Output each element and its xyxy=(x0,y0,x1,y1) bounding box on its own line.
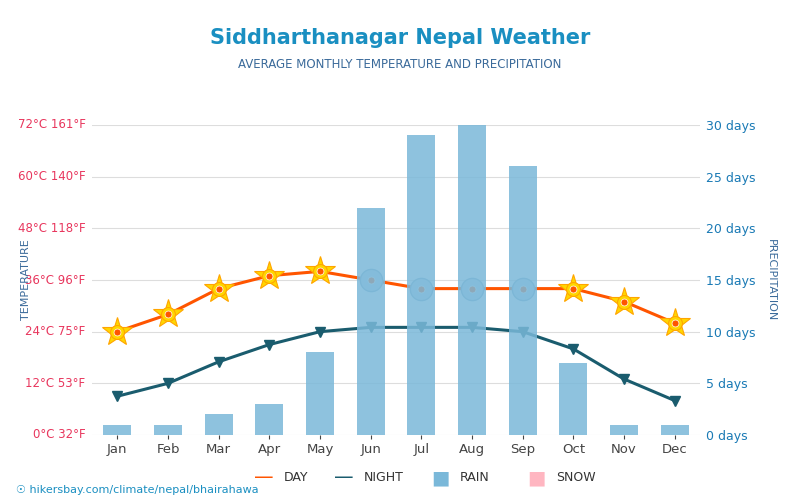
Text: DAY: DAY xyxy=(284,471,309,484)
Text: ■: ■ xyxy=(527,468,545,487)
Bar xyxy=(255,404,283,435)
Bar xyxy=(407,136,435,435)
Text: PRECIPITATION: PRECIPITATION xyxy=(766,239,775,321)
Bar xyxy=(357,208,385,435)
Text: —: — xyxy=(334,468,354,487)
Text: 36°C 96°F: 36°C 96°F xyxy=(26,274,86,286)
Bar xyxy=(559,362,587,435)
Text: 60°C 140°F: 60°C 140°F xyxy=(18,170,86,183)
Text: 0°C 32°F: 0°C 32°F xyxy=(33,428,86,442)
Text: TEMPERATURE: TEMPERATURE xyxy=(22,240,31,320)
Text: —: — xyxy=(254,468,274,487)
Text: 24°C 75°F: 24°C 75°F xyxy=(26,325,86,338)
Bar xyxy=(610,424,638,435)
Bar xyxy=(661,424,689,435)
Text: 48°C 118°F: 48°C 118°F xyxy=(18,222,86,235)
Text: ■: ■ xyxy=(431,468,449,487)
Text: RAIN: RAIN xyxy=(460,471,490,484)
Bar xyxy=(205,414,233,435)
Bar xyxy=(509,166,537,435)
Bar xyxy=(154,424,182,435)
Text: 72°C 161°F: 72°C 161°F xyxy=(18,118,86,132)
Text: NIGHT: NIGHT xyxy=(364,471,404,484)
Text: 12°C 53°F: 12°C 53°F xyxy=(26,377,86,390)
Text: SNOW: SNOW xyxy=(556,471,596,484)
Text: Siddharthanagar Nepal Weather: Siddharthanagar Nepal Weather xyxy=(210,28,590,48)
Text: AVERAGE MONTHLY TEMPERATURE AND PRECIPITATION: AVERAGE MONTHLY TEMPERATURE AND PRECIPIT… xyxy=(238,58,562,70)
Text: ☉ hikersbay.com/climate/nepal/bhairahawa: ☉ hikersbay.com/climate/nepal/bhairahawa xyxy=(16,485,258,495)
Bar xyxy=(306,352,334,435)
Bar xyxy=(458,125,486,435)
Bar xyxy=(103,424,131,435)
